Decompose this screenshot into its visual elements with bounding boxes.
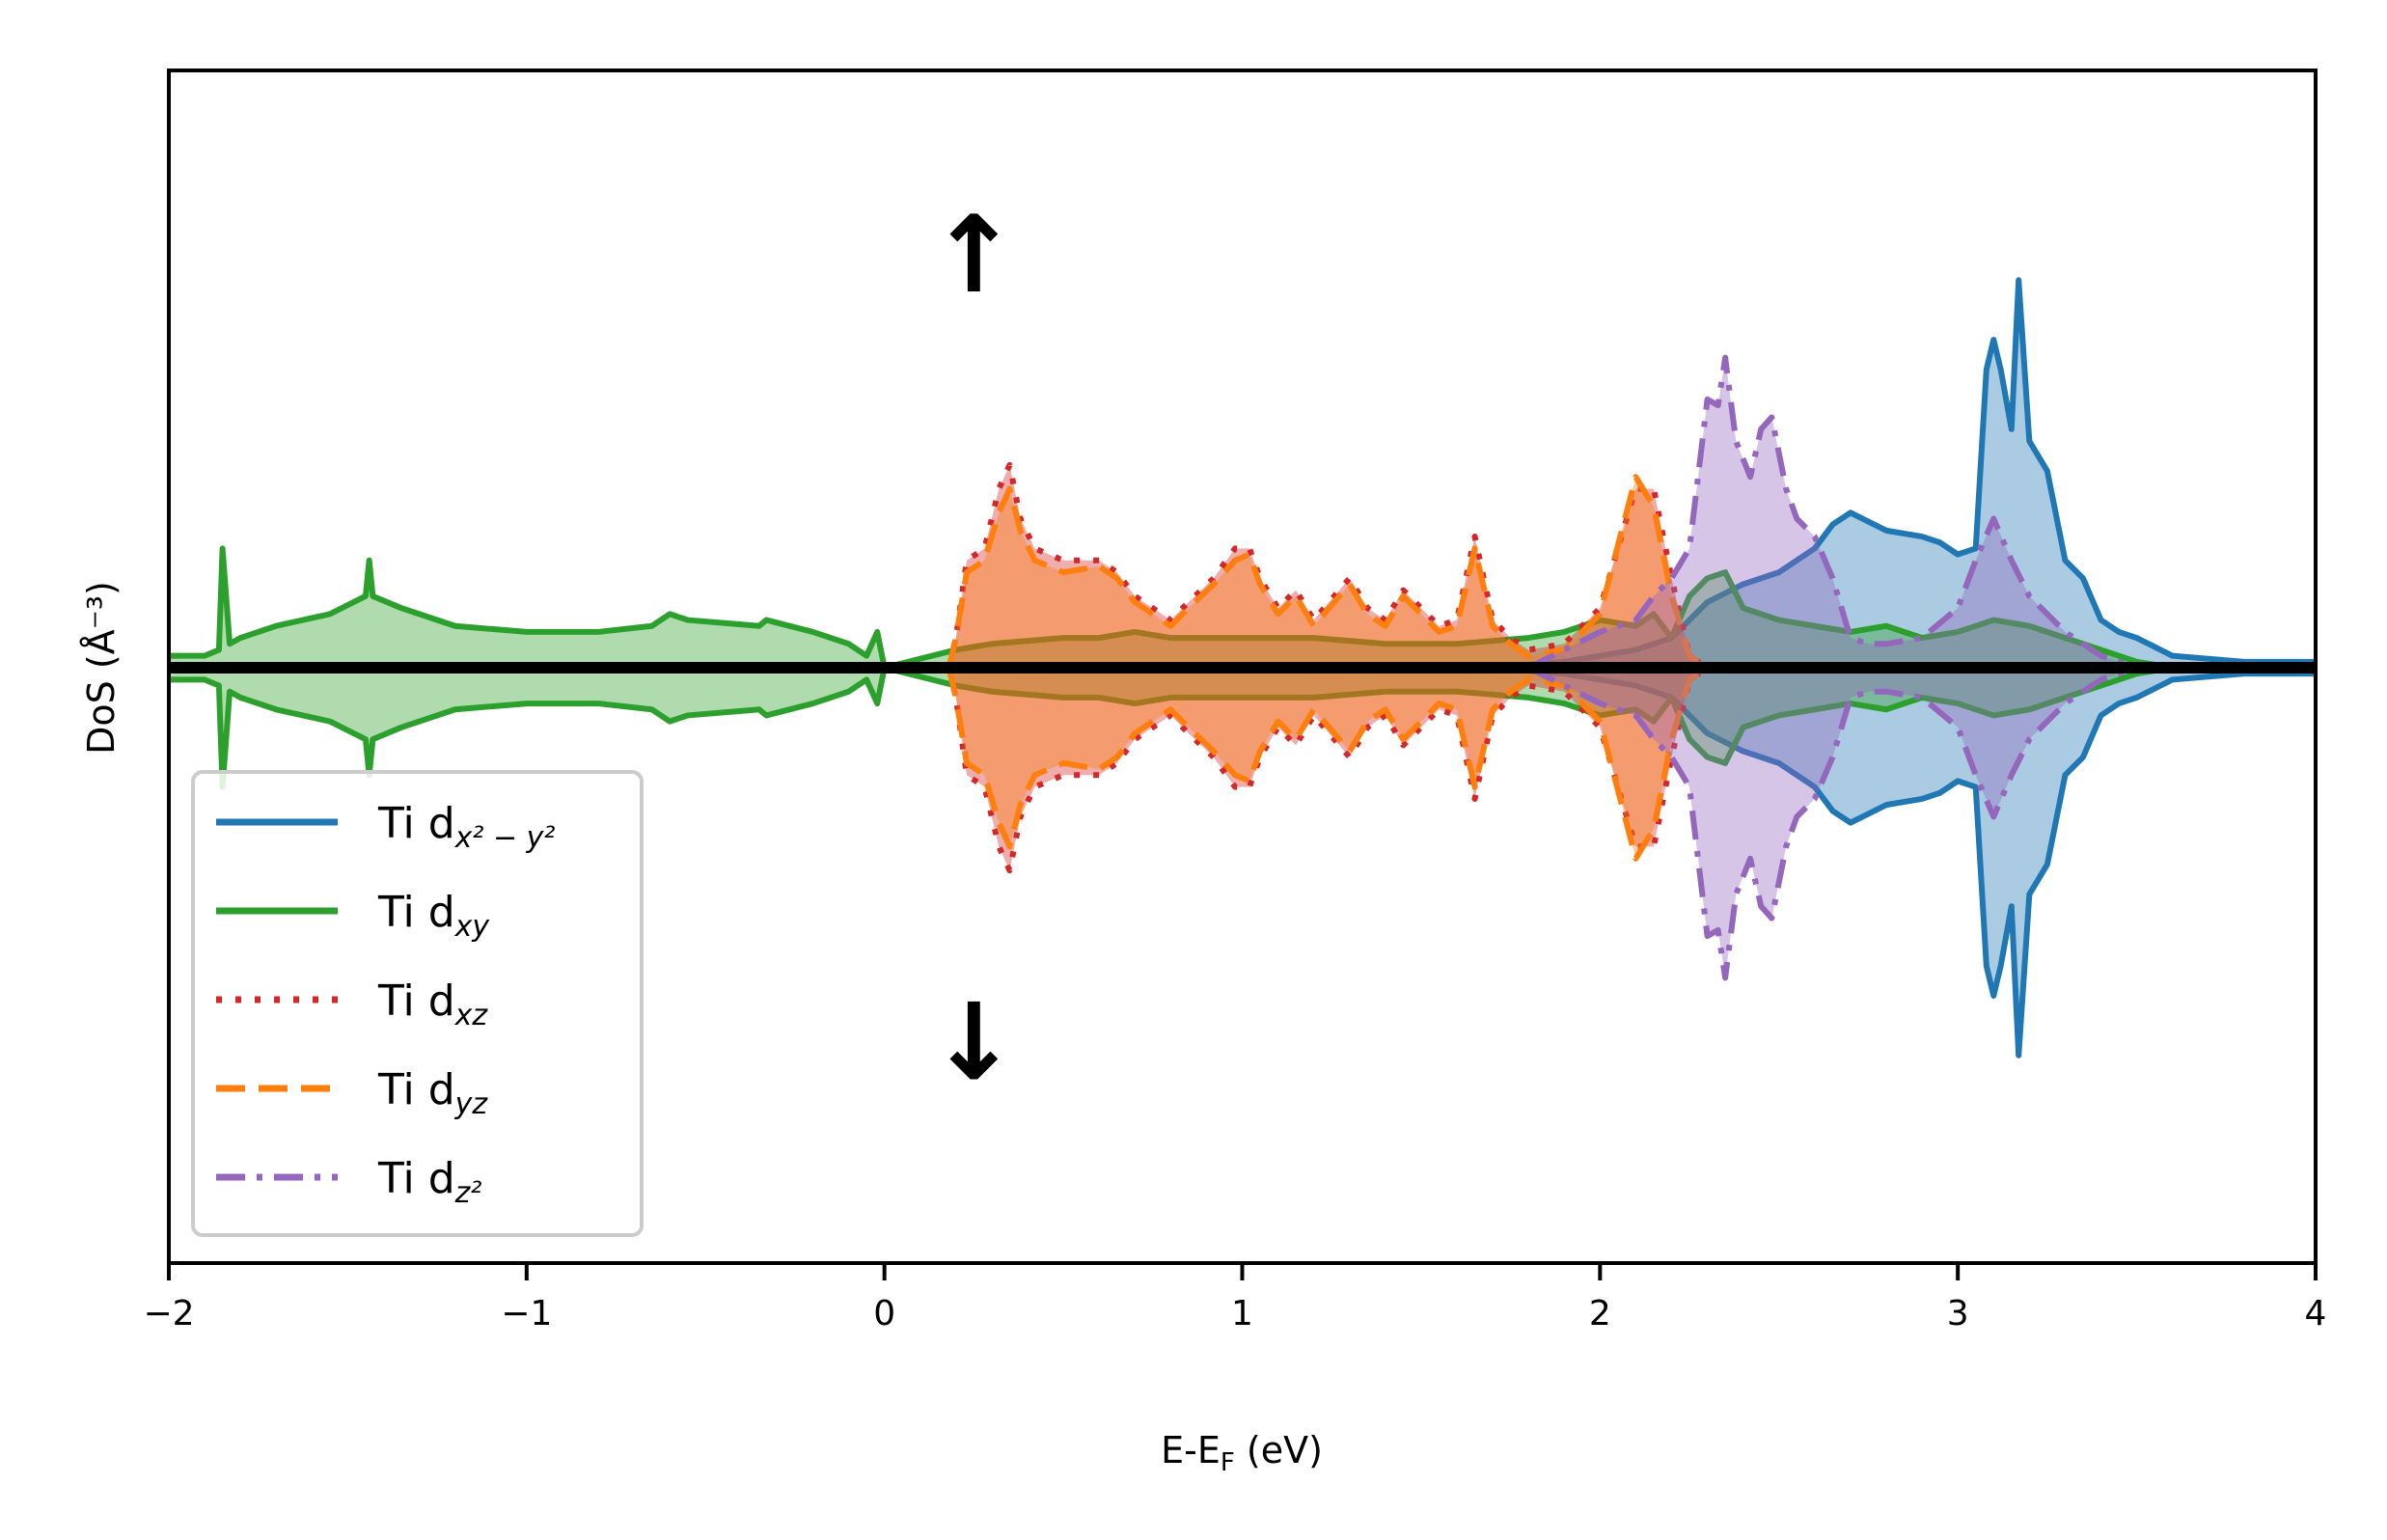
x-axis-label: E-EF (eV) (1161, 1429, 1323, 1477)
series-line-3-down (946, 665, 1710, 862)
series-line-2-up (946, 461, 1710, 671)
legend: Ti dx² − y² Ti dxy Ti dxz Ti dyz Ti dz² (191, 770, 644, 1237)
x-axis: −2 −1 0 1 2 3 4 (143, 1263, 2326, 1334)
x-tick-label-0: −2 (143, 1294, 194, 1334)
legend-label-0: Ti dx² − y² (377, 799, 555, 855)
spin-markers: ↑ ↓ (929, 193, 1018, 1104)
x-tick-label-4: 2 (1589, 1294, 1611, 1334)
legend-label-1: Ti dxy (377, 888, 490, 944)
spin-up-arrow: ↑ (929, 193, 1018, 316)
x-tick-label-3: 1 (1231, 1294, 1253, 1334)
legend-label-2: Ti dxz (377, 976, 488, 1032)
x-tick-label-2: 0 (873, 1294, 895, 1334)
x-tick-label-5: 3 (1947, 1294, 1969, 1334)
series-line-1-down (169, 665, 2174, 790)
series-line-4-down (1526, 665, 2138, 981)
x-tick-label-1: −1 (501, 1294, 552, 1334)
x-tick-label-6: 4 (2305, 1294, 2327, 1334)
legend-box (191, 770, 644, 1237)
series-line-0-up (1492, 277, 2316, 671)
series-line-1-up (169, 545, 2174, 671)
series-line-0-down (1492, 665, 2316, 1059)
series-line-2-down (946, 665, 1710, 874)
legend-label-3: Ti dyz (377, 1065, 488, 1121)
legend-label-4: Ti dz² (377, 1154, 481, 1210)
y-axis-label: DoS (Å⁻³) (80, 581, 123, 755)
spin-down-arrow: ↓ (929, 980, 1018, 1104)
series-line-3-up (946, 474, 1710, 671)
series-line-4-up (1526, 354, 2138, 671)
